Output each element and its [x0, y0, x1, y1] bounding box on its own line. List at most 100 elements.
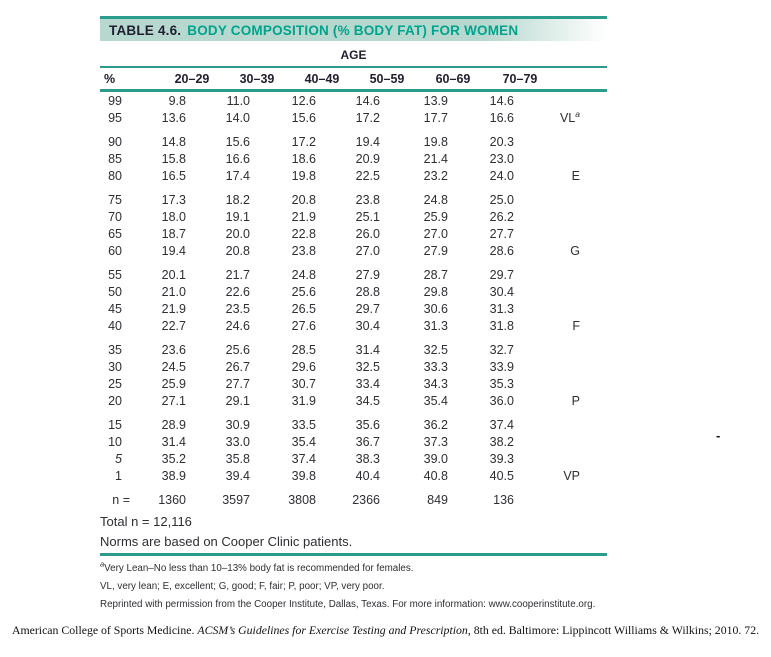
- rating-cell: [544, 283, 607, 300]
- rating-cell: [544, 341, 607, 358]
- value-cell: 23.8: [355, 192, 380, 207]
- value-cell: 24.5: [161, 359, 186, 374]
- value-cell: 18.7: [161, 226, 186, 241]
- table-row: 80 16.5 17.4 19.8 22.5 23.2 24.0 E: [100, 167, 607, 184]
- n-value: 3597: [222, 492, 250, 507]
- value-cell: 32.7: [489, 342, 514, 357]
- table-row: 65 18.7 20.0 22.8 26.0 27.0 27.7: [100, 225, 607, 242]
- n-value: 3808: [288, 492, 316, 507]
- rating-cell: [544, 133, 607, 150]
- value-cell: 37.4: [291, 451, 316, 466]
- rating-cell: [544, 191, 607, 208]
- rating-cell: [544, 150, 607, 167]
- value-cell: 29.7: [489, 267, 514, 282]
- value-cell: 22.6: [225, 284, 250, 299]
- n-value: 2366: [352, 492, 380, 507]
- value-cell: 21.9: [161, 301, 186, 316]
- value-cell: 20.8: [291, 192, 316, 207]
- value-cell: 13.9: [423, 93, 448, 108]
- value-cell: 16.6: [225, 151, 250, 166]
- value-cell: 30.9: [225, 417, 250, 432]
- value-cell: 17.3: [161, 192, 186, 207]
- percentile-cell: 30: [108, 359, 122, 374]
- value-cell: 21.9: [291, 209, 316, 224]
- group-spacer: [100, 259, 607, 266]
- value-cell: 21.7: [225, 267, 250, 282]
- value-cell: 17.2: [291, 134, 316, 149]
- value-cell: 27.7: [489, 226, 514, 241]
- table-row: 70 18.0 19.1 21.9 25.1 25.9 26.2: [100, 208, 607, 225]
- value-cell: 21.4: [423, 151, 448, 166]
- value-cell: 15.6: [225, 134, 250, 149]
- value-cell: 18.2: [225, 192, 250, 207]
- table-row: 1 38.9 39.4 39.8 40.4 40.8 40.5 VP: [100, 467, 607, 484]
- value-cell: 20.1: [161, 267, 186, 282]
- percentile-cell: 70: [108, 209, 122, 224]
- rating-cell: P: [571, 393, 580, 408]
- table-row: 60 19.4 20.8 23.8 27.0 27.9 28.6 G: [100, 242, 607, 259]
- sample-size-row: n = 1360 3597 3808 2366 849 136: [100, 491, 607, 508]
- value-cell: 37.4: [489, 417, 514, 432]
- value-cell: 22.5: [355, 168, 380, 183]
- value-cell: 33.5: [291, 417, 316, 432]
- value-cell: 16.6: [489, 110, 514, 125]
- rating-cell: [544, 433, 607, 450]
- rating-cell: [544, 225, 607, 242]
- table-row: 50 21.0 22.6 25.6 28.8 29.8 30.4: [100, 283, 607, 300]
- value-cell: 26.7: [225, 359, 250, 374]
- citation-authors: American College of Sports Medicine.: [11, 623, 198, 637]
- footnote-marker: a: [575, 108, 580, 119]
- value-cell: 35.6: [355, 417, 380, 432]
- value-cell: 9.8: [168, 93, 186, 108]
- table-row: 55 20.1 21.7 24.8 27.9 28.7 29.7: [100, 266, 607, 283]
- percentile-cell: 75: [108, 192, 122, 207]
- value-cell: 31.4: [161, 434, 186, 449]
- column-header-age: 70–79: [478, 66, 544, 92]
- body-fat-table: % 20–29 30–39 40–49 50–59 60–69 70–79 99 9.8 11…: [100, 66, 607, 508]
- value-cell: 38.2: [489, 434, 514, 449]
- value-cell: 14.6: [355, 93, 380, 108]
- value-cell: 26.5: [291, 301, 316, 316]
- rating-cell: [544, 358, 607, 375]
- n-value: 136: [493, 492, 514, 507]
- rating-cell: VP: [563, 468, 580, 483]
- percentile-cell: 60: [108, 243, 122, 258]
- percentile-cell: 55: [108, 267, 122, 282]
- value-cell: 37.3: [423, 434, 448, 449]
- footnote-abbreviations: VL, very lean; E, excellent; G, good; F,…: [100, 581, 385, 592]
- footnote-text: Very Lean–No less than 10–13% body fat i…: [104, 563, 414, 574]
- value-cell: 30.6: [423, 301, 448, 316]
- table-row: 30 24.5 26.7 29.6 32.5 33.3 33.9: [100, 358, 607, 375]
- value-cell: 31.3: [423, 318, 448, 333]
- footer-rule: [100, 553, 607, 556]
- value-cell: 35.4: [291, 434, 316, 449]
- value-cell: 27.0: [355, 243, 380, 258]
- value-cell: 25.1: [355, 209, 380, 224]
- table-row: 10 31.4 33.0 35.4 36.7 37.3 38.2: [100, 433, 607, 450]
- value-cell: 20.0: [225, 226, 250, 241]
- value-cell: 30.4: [355, 318, 380, 333]
- total-n: Total n = 12,116: [100, 514, 192, 529]
- value-cell: 27.9: [355, 267, 380, 282]
- percentile-cell: 35: [108, 342, 122, 357]
- value-cell: 40.4: [355, 468, 380, 483]
- percentile-cell: 85: [108, 151, 122, 166]
- rating-cell: [544, 450, 607, 467]
- value-cell: 14.0: [225, 110, 250, 125]
- percentile-cell: 90: [108, 134, 122, 149]
- table-row: 20 27.1 29.1 31.9 34.5 35.4 36.0 P: [100, 392, 607, 409]
- value-cell: 27.6: [291, 318, 316, 333]
- value-cell: 31.4: [355, 342, 380, 357]
- percentile-cell: 95: [108, 110, 122, 125]
- value-cell: 40.5: [489, 468, 514, 483]
- value-cell: 26.0: [355, 226, 380, 241]
- percentile-cell: 15: [108, 417, 122, 432]
- value-cell: 27.1: [161, 393, 186, 408]
- table-row: 35 23.6 25.6 28.5 31.4 32.5 32.7: [100, 341, 607, 358]
- table-row: 95 13.6 14.0 15.6 17.2 17.7 16.6 VLa: [100, 109, 607, 126]
- value-cell: 20.8: [225, 243, 250, 258]
- group-spacer: [100, 334, 607, 341]
- value-cell: 31.3: [489, 301, 514, 316]
- percentile-cell: 40: [108, 318, 122, 333]
- table-number: TABLE 4.6.: [109, 22, 182, 38]
